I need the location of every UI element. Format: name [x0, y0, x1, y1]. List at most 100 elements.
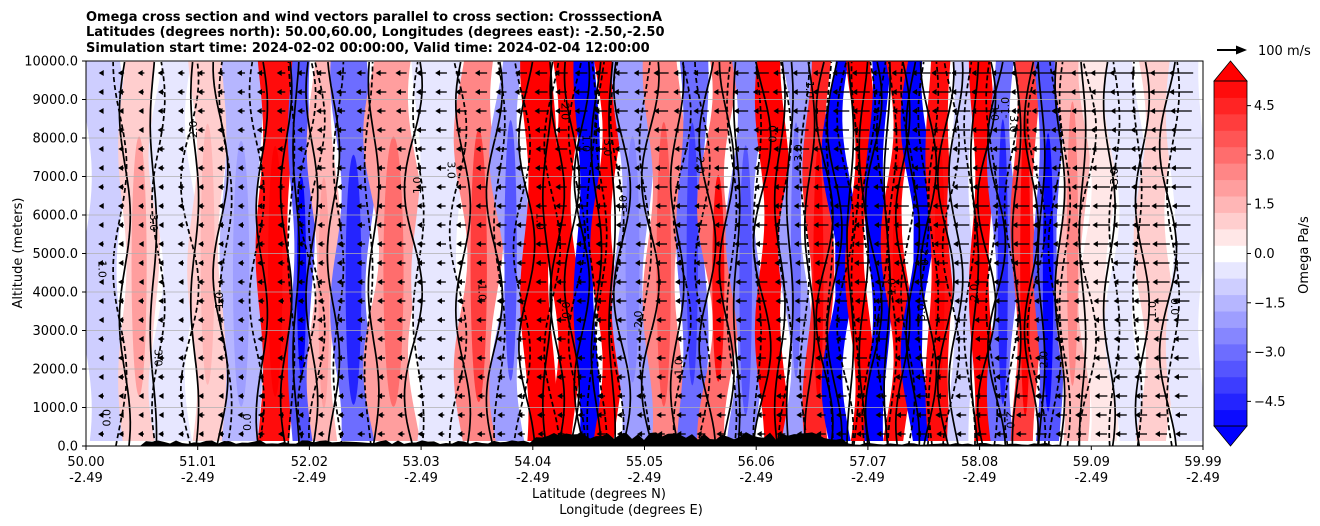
wind-vector-head [1094, 393, 1100, 399]
wind-vector-head [755, 374, 761, 380]
wind-vector-head [1154, 393, 1160, 399]
wind-vector-head [1091, 165, 1097, 171]
wind-vector-head [317, 298, 323, 304]
wind-vector-head [656, 412, 662, 418]
wind-vector-head [636, 374, 642, 380]
wind-vector-head [157, 355, 163, 361]
wind-vector-head [1013, 298, 1019, 304]
wind-vector-head [892, 165, 898, 171]
contour-label: 1.0 [672, 358, 685, 376]
wind-vector-head [277, 127, 283, 133]
x-tick-label-lon: -2.49 [739, 471, 773, 486]
wind-vector-head [835, 374, 841, 380]
wind-vector-head [614, 203, 620, 209]
wind-vector-head [476, 336, 482, 342]
wind-vector-head [873, 184, 879, 190]
wind-vector-head [615, 279, 621, 285]
wind-vector-head [556, 298, 562, 304]
colorbar-swatch [1214, 294, 1247, 312]
colorbar-swatch [1214, 130, 1247, 148]
wind-vector-head [317, 222, 323, 228]
colorbar-swatch [1214, 409, 1247, 427]
wind-vector-head [556, 279, 562, 285]
wind-vector-head [456, 317, 462, 323]
wind-vector-head [1073, 298, 1079, 304]
wind-vector-head [455, 203, 461, 209]
wind-vector-head [316, 108, 322, 114]
wind-vector-head [555, 89, 561, 95]
wind-vector-head [296, 89, 302, 95]
wind-vector-head [756, 355, 762, 361]
wind-vector-head [594, 127, 600, 133]
wind-vector-head [832, 70, 838, 76]
wind-vector-head [516, 222, 522, 228]
wind-vector-head [417, 260, 423, 266]
contour-label: 1.0 [579, 135, 592, 153]
wind-vector-head [1133, 336, 1139, 342]
wind-vector-head [457, 355, 463, 361]
wind-vector-head [158, 298, 164, 304]
wind-vector-head [896, 431, 902, 437]
wind-vector-head [217, 355, 223, 361]
wind-vector-head [277, 374, 283, 380]
wind-vector-head [1073, 317, 1079, 323]
wind-vector-head [576, 279, 582, 285]
wind-vector-head [1151, 184, 1157, 190]
wind-vector-head [694, 222, 700, 228]
wind-vector-head [1010, 70, 1016, 76]
wind-vector-head [892, 108, 898, 114]
wind-vector-head [496, 203, 502, 209]
wind-vector-head [376, 203, 382, 209]
wind-vector-head [1113, 279, 1119, 285]
wind-vector-head [654, 165, 660, 171]
wind-vector-head [377, 431, 383, 437]
wind-vector-head [218, 374, 224, 380]
wind-vector-head [1033, 298, 1039, 304]
wind-vector-head [713, 165, 719, 171]
wind-vector-head [794, 336, 800, 342]
wind-vector-head [256, 127, 262, 133]
wind-vector-head [1111, 203, 1117, 209]
wind-vector-head [477, 393, 483, 399]
wind-vector-head [955, 393, 961, 399]
contour-line [875, 61, 889, 446]
wind-vector-head [934, 279, 940, 285]
wind-vector-head [932, 203, 938, 209]
wind-vector-head [376, 184, 382, 190]
wind-vector-head [893, 260, 899, 266]
wind-vector-head [1011, 127, 1017, 133]
contour-line [1108, 61, 1121, 446]
wind-vector-head [1012, 184, 1018, 190]
wind-vector-head [1094, 374, 1100, 380]
wind-vector-head [158, 279, 164, 285]
wind-vector-head [1173, 336, 1179, 342]
wind-vector-head [735, 317, 741, 323]
wind-vector-head [416, 70, 422, 76]
wind-vector-head [952, 184, 958, 190]
wind-vector-head [1113, 298, 1119, 304]
contour-line [448, 61, 468, 446]
wind-vector-head [178, 431, 184, 437]
wind-vector-head [376, 222, 382, 228]
wind-vector-head [516, 260, 522, 266]
contour-line [919, 61, 938, 446]
wind-vector-head [158, 260, 164, 266]
wind-vector-head [475, 203, 481, 209]
plot-area: 3.0 3.0 2.0 -1.0 2.0 1.0 0.0 -2.0 3.0 1.0 1.0 3.0 3.… [85, 60, 1204, 447]
wind-vector-head [555, 203, 561, 209]
wind-vector-head [177, 70, 183, 76]
wind-vector-head [357, 298, 363, 304]
wind-vector-head [357, 317, 363, 323]
wind-vector-head [853, 165, 859, 171]
wind-vector-head [556, 222, 562, 228]
y-tick-label: 4000.0 [33, 286, 79, 301]
contour-line [815, 61, 834, 446]
wind-vector-head [991, 89, 997, 95]
wind-vector-head [357, 374, 363, 380]
wind-vector-head [735, 412, 741, 418]
wind-vector-head [376, 317, 382, 323]
wind-vector-head [970, 89, 976, 95]
wind-vector-head [475, 108, 481, 114]
x-axis-label: Latitude (degrees N) [532, 487, 666, 502]
